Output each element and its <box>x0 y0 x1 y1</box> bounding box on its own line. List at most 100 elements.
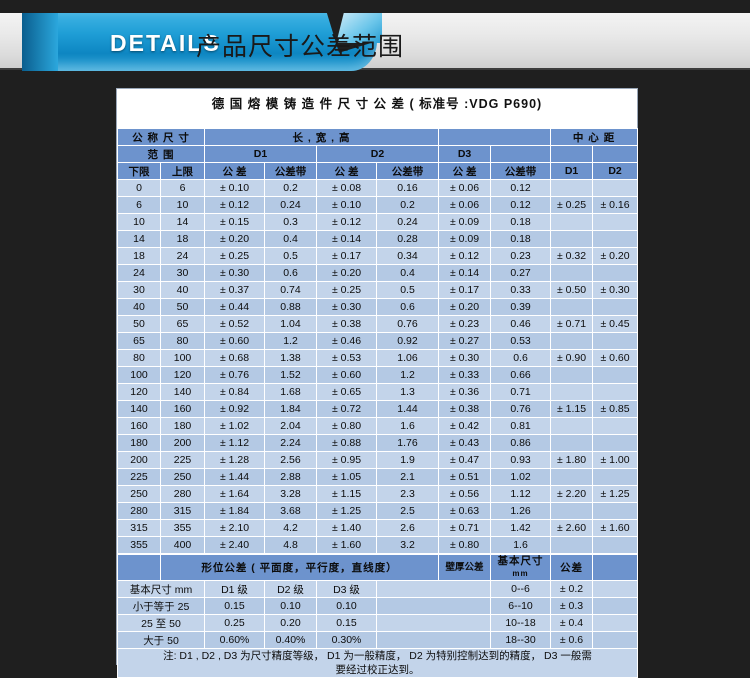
cell-d2t: ± 1.60 <box>316 536 378 554</box>
cell-d2t: ± 0.46 <box>316 332 378 350</box>
cell-d2t: ± 1.15 <box>316 485 378 503</box>
cell-d1t: ± 0.25 <box>204 247 266 265</box>
cell-d1t: ± 1.12 <box>204 434 266 452</box>
cell-d3b: 0.39 <box>490 298 552 316</box>
cell-wall-thickness-value <box>376 597 491 615</box>
cell-d1t: ± 1.28 <box>204 451 266 469</box>
cell-lower: 160 <box>117 417 161 435</box>
cell-upper: 250 <box>159 468 206 486</box>
cell-cd1 <box>550 264 594 282</box>
cell-cd2 <box>592 434 639 452</box>
cell-d2b: 0.2 <box>376 196 440 214</box>
table-row: 280 315 ± 1.84 3.68 ± 1.25 2.5 ± 0.63 1.26 <box>117 502 639 520</box>
cell-cd1: ± 0.25 <box>550 196 594 214</box>
cell-cd1 <box>550 468 594 486</box>
cell-cd1: ± 0.71 <box>550 315 594 333</box>
cell-lower: 14 <box>117 230 161 248</box>
cell-d2b: 0.76 <box>376 315 440 333</box>
cell-basic-size-label: 基本尺寸 mm <box>117 580 205 598</box>
cell-cd2 <box>592 417 639 435</box>
cell-d3t: ± 0.63 <box>438 502 492 520</box>
cell-basic-size-tolerance: ± 0.6 <box>550 631 593 649</box>
cell-d2b: 1.44 <box>376 400 440 418</box>
details-tab-label: DETAILS <box>110 30 221 56</box>
cell-lower: 24 <box>117 264 161 282</box>
cell-cd2: ± 0.30 <box>592 281 639 299</box>
details-tab[interactable]: DETAILS <box>22 13 382 71</box>
cell-form-d3: 0.10 <box>316 597 377 615</box>
cell-d2t: ± 0.12 <box>316 213 378 231</box>
cell-d1b: 2.88 <box>264 468 318 486</box>
cell-cd2 <box>592 230 639 248</box>
cell-cd2: ± 1.60 <box>592 519 639 537</box>
cell-d3b: 0.81 <box>490 417 552 435</box>
cell-d3b: 0.23 <box>490 247 552 265</box>
cell-d2b: 1.76 <box>376 434 440 452</box>
cell-d3t: ± 0.36 <box>438 383 492 401</box>
cell-lower: 355 <box>117 536 161 554</box>
cell-d1t: ± 2.10 <box>204 519 266 537</box>
cell-upper: 18 <box>159 230 206 248</box>
cell-cd2: ± 1.25 <box>592 485 639 503</box>
note-row: 注: D1 , D2 , D3 为尺寸精度等级， D1 为一般精度， D2 为特… <box>117 648 638 678</box>
cell-d1b: 0.74 <box>264 281 318 299</box>
table-row: 14 18 ± 0.20 0.4 ± 0.14 0.28 ± 0.09 0.18 <box>117 230 639 248</box>
cell-d2t: ± 0.14 <box>316 230 378 248</box>
cell-d2t: ± 0.10 <box>316 196 378 214</box>
cell-d1b: 0.5 <box>264 247 318 265</box>
header-d2: D2 <box>316 145 440 163</box>
table-row: 65 80 ± 0.60 1.2 ± 0.46 0.92 ± 0.27 0.53 <box>117 332 639 350</box>
table-row: 80 100 ± 0.68 1.38 ± 0.53 1.06 ± 0.30 0.6 ± 0.90… <box>117 349 639 367</box>
cell-d2b: 1.9 <box>376 451 440 469</box>
table-row: 24 30 ± 0.30 0.6 ± 0.20 0.4 ± 0.14 0.27 <box>117 264 639 282</box>
header-d2-tolerance: 公 差 <box>316 162 378 180</box>
cell-d3t: ± 0.09 <box>438 213 492 231</box>
cell-d2b: 1.3 <box>376 383 440 401</box>
bottom-table-row: 基本尺寸 mm D1 级 D2 级 D3 级 0--6 ± 0.2 <box>117 580 638 598</box>
cell-d1t: ± 0.92 <box>204 400 266 418</box>
cell-cd1: ± 2.60 <box>550 519 594 537</box>
header-blank-1 <box>438 128 552 146</box>
bottom-header-basic-size: 基本尺寸 mm <box>490 554 551 581</box>
bottom-header-blank <box>117 554 161 581</box>
cell-cd2 <box>592 536 639 554</box>
cell-d2t: ± 1.25 <box>316 502 378 520</box>
cell-d1t: ± 1.02 <box>204 417 266 435</box>
cell-d3b: 0.18 <box>490 213 552 231</box>
cell-lower: 65 <box>117 332 161 350</box>
cell-basic-size-range: 18--30 <box>490 631 551 649</box>
cell-lower: 120 <box>117 383 161 401</box>
table-row: 40 50 ± 0.44 0.88 ± 0.30 0.6 ± 0.20 0.39 <box>117 298 639 316</box>
cell-d2t: ± 0.72 <box>316 400 378 418</box>
main-table-header-group: 公 称 尺 寸 长 , 宽 , 高 中 心 距 范 围 D1 D2 D3 下限 … <box>116 128 639 180</box>
table-header-row-2: 范 围 D1 D2 D3 <box>116 145 639 163</box>
cell-cd1 <box>550 383 594 401</box>
table-row: 160 180 ± 1.02 2.04 ± 0.80 1.6 ± 0.42 0.81 <box>117 417 639 435</box>
cell-d2t: ± 1.40 <box>316 519 378 537</box>
cell-d2b: 3.2 <box>376 536 440 554</box>
cell-d3t: ± 0.20 <box>438 298 492 316</box>
bottom-header-wall-thickness: 壁厚公差 <box>438 554 491 581</box>
table-row: 250 280 ± 1.64 3.28 ± 1.15 2.3 ± 0.56 1.12 ± 2.2… <box>117 485 639 503</box>
cell-d3b: 0.53 <box>490 332 552 350</box>
cell-cd2 <box>592 468 639 486</box>
table-header-row-3: 下限 上限 公 差 公差带 公 差 公差带 公 差 公差带 D1 D2 <box>117 162 639 180</box>
cell-d3b: 1.6 <box>490 536 552 554</box>
cell-upper: 50 <box>159 298 206 316</box>
cell-cd2 <box>592 383 639 401</box>
header-length-width-height: 长 , 宽 , 高 <box>204 128 440 146</box>
cell-d3b: 0.27 <box>490 264 552 282</box>
cell-d3t: ± 0.47 <box>438 451 492 469</box>
cell-d3t: ± 0.56 <box>438 485 492 503</box>
header-center-distance: 中 心 距 <box>550 128 639 146</box>
cell-lower: 18 <box>117 247 161 265</box>
cell-form-d1: 0.60% <box>204 631 265 649</box>
cell-d2t: ± 0.60 <box>316 366 378 384</box>
cell-upper: 30 <box>159 264 206 282</box>
cell-cd2: ± 0.20 <box>592 247 639 265</box>
header-d3: D3 <box>438 145 492 163</box>
cell-d1b: 2.56 <box>264 451 318 469</box>
header-cd-d2: D2 <box>592 162 639 180</box>
cell-form-d2: 0.10 <box>264 597 317 615</box>
cell-d3b: 0.71 <box>490 383 552 401</box>
